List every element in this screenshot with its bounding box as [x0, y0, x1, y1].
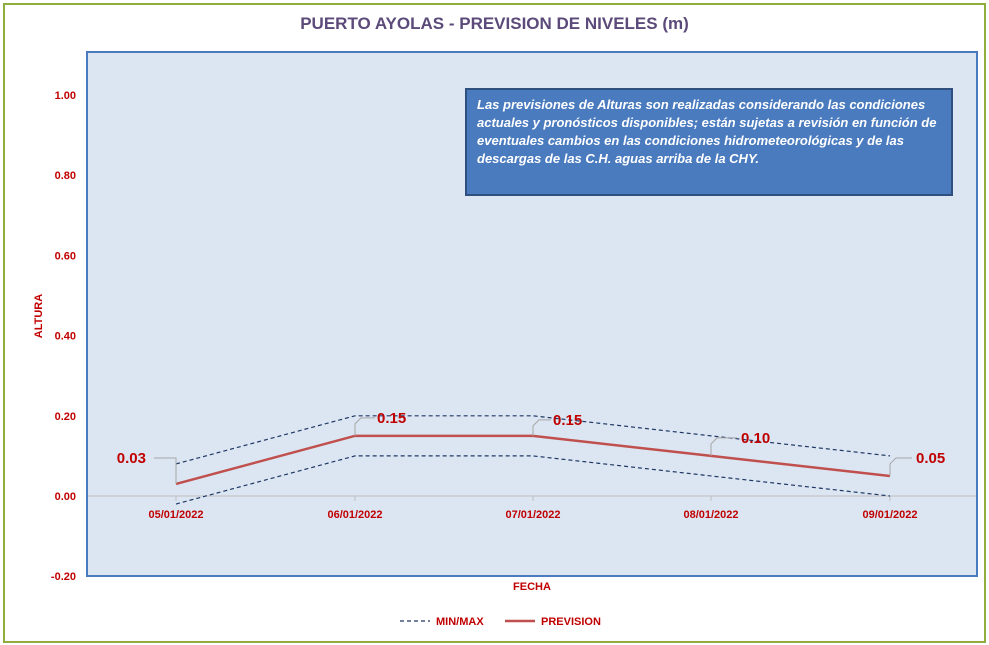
legend-minmax-label: MIN/MAX [436, 616, 484, 628]
y-tick-label: 0.60 [55, 250, 76, 262]
y-tick-label: -0.20 [51, 571, 76, 583]
y-axis-ticks: -0.20 0.00 0.20 0.40 0.60 0.80 1.00 [51, 90, 76, 583]
data-label: 0.15 [553, 412, 582, 429]
legend: MIN/MAX PREVISION [400, 616, 601, 628]
series-line-min [175, 455, 891, 505]
x-axis: 05/01/2022 06/01/2022 07/01/2022 08/01/2022… [88, 495, 976, 521]
x-tick-label: 05/01/2022 [148, 509, 203, 521]
data-label: 0.15 [377, 410, 406, 427]
leader-line [154, 457, 177, 484]
x-tick-label: 09/01/2022 [862, 509, 917, 521]
y-tick-label: 1.00 [55, 90, 76, 102]
data-label: 0.03 [117, 450, 146, 467]
data-label: 0.05 [916, 450, 945, 467]
y-axis-label: ALTURA [33, 294, 45, 338]
forecast-note: Las previsiones de Alturas son realizada… [465, 88, 953, 196]
leader-line [889, 457, 912, 476]
x-axis-label: FECHA [513, 581, 551, 593]
leader-line [532, 419, 551, 436]
y-tick-label: 0.20 [55, 411, 76, 423]
y-tick-label: 0.80 [55, 170, 76, 182]
legend-prevision-label: PREVISION [541, 616, 601, 628]
y-tick-label: 0.40 [55, 331, 76, 343]
y-tick-label: 0.00 [55, 491, 76, 503]
series-line-max [175, 415, 891, 465]
chart-title: PUERTO AYOLAS - PREVISION DE NIVELES (m) [300, 14, 689, 33]
leader-line [710, 437, 737, 456]
leader-line [354, 417, 375, 436]
data-labels: 0.03 0.15 0.15 0.10 0.05 [117, 410, 945, 484]
x-tick-label: 07/01/2022 [505, 509, 560, 521]
data-label: 0.10 [741, 430, 770, 447]
x-tick-label: 08/01/2022 [683, 509, 738, 521]
x-tick-label: 06/01/2022 [327, 509, 382, 521]
